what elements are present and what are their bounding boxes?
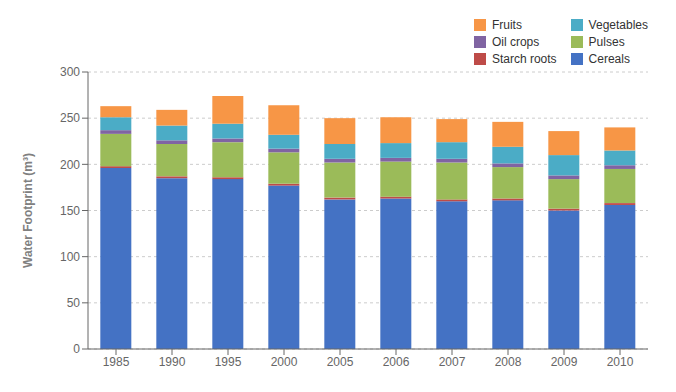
svg-text:50: 50	[67, 296, 81, 310]
svg-text:1995: 1995	[215, 355, 242, 369]
svg-text:250: 250	[60, 111, 80, 125]
svg-text:2010: 2010	[607, 355, 634, 369]
html-text:Oil crops: Oil crops	[491, 35, 540, 49]
html-text:Starch roots: Starch roots	[491, 52, 557, 66]
svg-text:300: 300	[60, 65, 80, 79]
html-text:Fruits: Fruits	[491, 18, 522, 32]
svg-text:2005: 2005	[327, 355, 354, 369]
html-text:Pulses: Pulses	[588, 35, 625, 49]
svg-text:100: 100	[60, 250, 80, 264]
svg-text:2008: 2008	[495, 355, 522, 369]
html-text:Cereals: Cereals	[588, 52, 630, 66]
svg-text:1985: 1985	[103, 355, 130, 369]
svg-text:2000: 2000	[271, 355, 298, 369]
svg-text:150: 150	[60, 204, 80, 218]
svg-text:0: 0	[73, 342, 80, 356]
svg-text:200: 200	[60, 158, 80, 172]
html-text:Vegetables: Vegetables	[588, 18, 648, 32]
svg-text:1990: 1990	[159, 355, 186, 369]
svg-text:2006: 2006	[383, 355, 410, 369]
svg-text:Water Footprint (m³): Water Footprint (m³)	[21, 153, 35, 268]
svg-text:2007: 2007	[439, 355, 466, 369]
svg-text:2009: 2009	[551, 355, 578, 369]
